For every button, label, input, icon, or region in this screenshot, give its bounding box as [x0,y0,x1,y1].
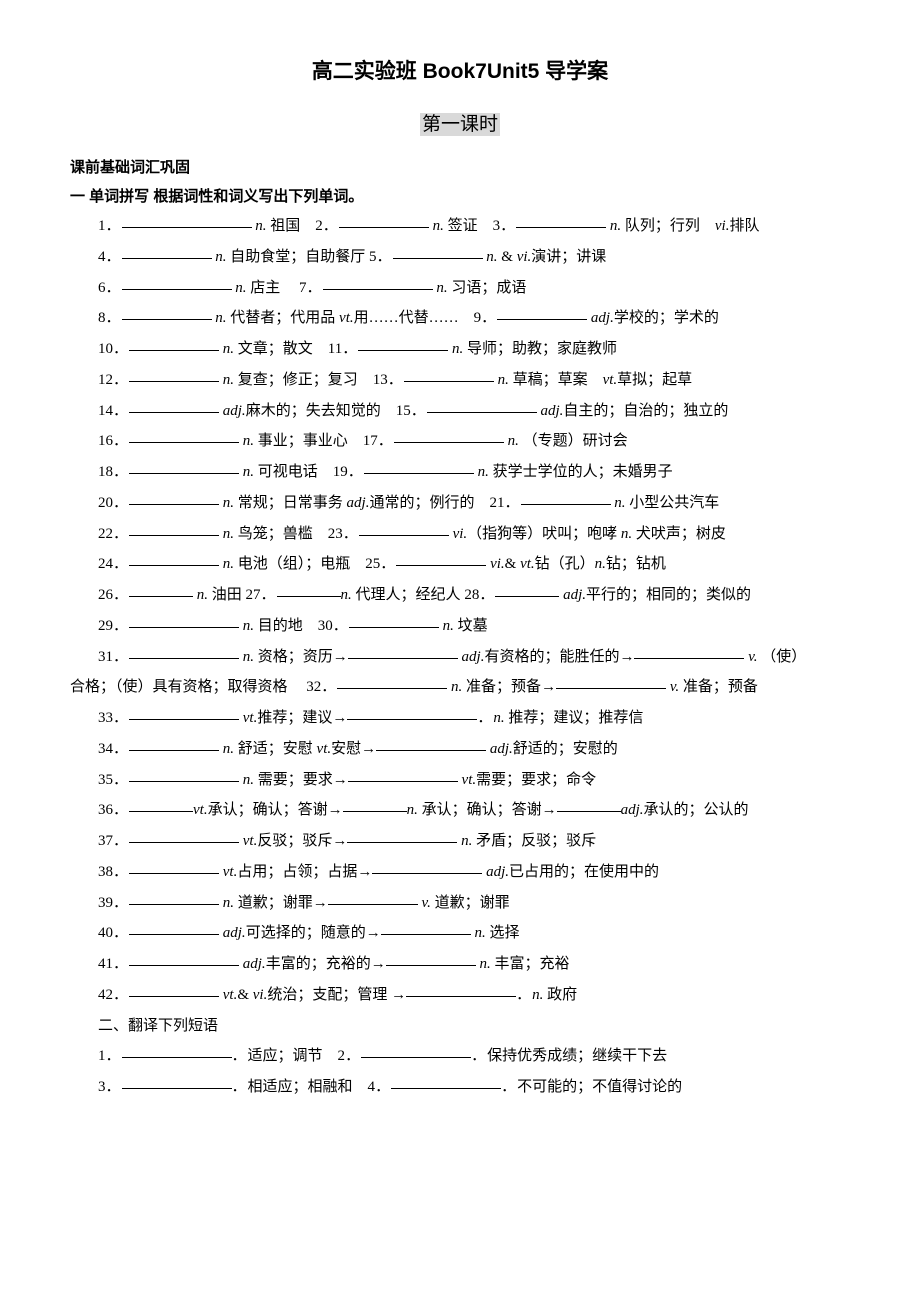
row-1: 1． n. 祖国 2． n. 签证 3． n. 队列；行列 vi.排队 [70,211,850,242]
row-25: 41． adj.丰富的；充裕的→ n. 丰富；充裕 [70,949,850,980]
row-3: 6． n. 店主 7． n. 习语；成语 [70,273,850,304]
row-9: 18． n. 可视电话 19． n. 获学士学位的人；未婚男子 [70,457,850,488]
row-6: 12． n. 复查；修正；复习 13． n. 草稿；草案 vt.草拟；起草 [70,365,850,396]
section-phrases: 二、翻译下列短语 [70,1011,850,1042]
row-15: 31． n. 资格；资历→ adj.有资格的；能胜任的→ v. （使） [70,642,850,673]
section-instruction: 一 单词拼写 根据词性和词义写出下列单词。 [70,183,850,212]
row-5: 10． n. 文章；散文 11． n. 导师；助教；家庭教师 [70,334,850,365]
row-4: 8． n. 代替者；代用品 vt.用……代替…… 9． adj.学校的；学术的 [70,303,850,334]
section-pre-vocab: 课前基础词汇巩固 [70,154,850,183]
row-8: 16． n. 事业；事业心 17． n. （专题）研讨会 [70,426,850,457]
row-20: 36．vt.承认；确认；答谢→n. 承认；确认；答谢→adj.承认的；公认的 [70,795,850,826]
row-21: 37． vt.反驳；驳斥→ n. 矛盾；反驳；驳斥 [70,826,850,857]
row-14: 29． n. 目的地 30． n. 坟墓 [70,611,850,642]
row-23: 39． n. 道歉；谢罪→ v. 道歉；谢罪 [70,888,850,919]
phrase-row-1: 1．．适应；调节 2．．保持优秀成绩；继续干下去 [70,1041,850,1072]
row-13: 26． n. 油田 27．n. 代理人；经纪人 28． adj.平行的；相同的；… [70,580,850,611]
row-22: 38． vt.占用；占领；占据→ adj.已占用的；在使用中的 [70,857,850,888]
row-19: 35． n. 需要；要求→ vt.需要；要求；命令 [70,765,850,796]
page-title: 高二实验班 Book7Unit5 导学案 [70,55,850,85]
row-7: 14． adj.麻木的；失去知觉的 15． adj.自主的；自治的；独立的 [70,396,850,427]
worksheet-page: 高二实验班 Book7Unit5 导学案 第一课时 课前基础词汇巩固 一 单词拼… [0,0,920,1302]
row-2: 4． n. 自助食堂；自助餐厅 5． n. & vi.演讲；讲课 [70,242,850,273]
row-16: 合格；（使）具有资格；取得资格 32． n. 准备；预备→ v. 准备；预备 [70,672,850,703]
row-11: 22． n. 鸟笼；兽槛 23． vi.（指狗等）吠叫；咆哮 n. 犬吠声；树皮 [70,519,850,550]
row-24: 40． adj.可选择的；随意的→ n. 选择 [70,918,850,949]
phrase-row-2: 3．．相适应；相融和 4．．不可能的；不值得讨论的 [70,1072,850,1103]
subtitle-text: 第一课时 [420,113,500,136]
row-26: 42． vt.& vi.统治；支配；管理 →．n. 政府 [70,980,850,1011]
row-17: 33． vt.推荐；建议→．n. 推荐；建议；推荐信 [70,703,850,734]
row-10: 20． n. 常规；日常事务 adj.通常的；例行的 21． n. 小型公共汽车 [70,488,850,519]
row-12: 24． n. 电池（组）；电瓶 25． vi.& vt.钻（孔）n.钻；钻机 [70,549,850,580]
page-subtitle: 第一课时 [70,109,850,136]
row-18: 34． n. 舒适；安慰 vt.安慰→ adj.舒适的；安慰的 [70,734,850,765]
